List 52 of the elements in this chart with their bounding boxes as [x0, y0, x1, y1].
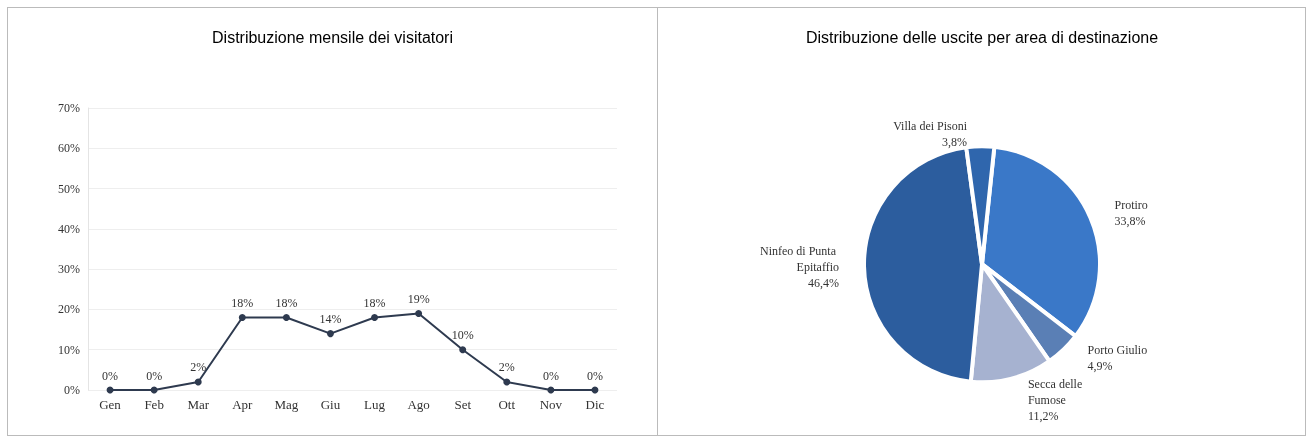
data-label: 2% [190, 360, 207, 375]
x-tick-label: Giu [320, 397, 341, 412]
point [194, 378, 202, 386]
data-label: 33,8% [1113, 213, 1145, 228]
point [459, 346, 467, 354]
data-label: 14% [319, 312, 342, 327]
slice-label: Villa dei Pisoni [892, 119, 968, 134]
x-tick-label: Gen [99, 397, 122, 412]
y-tick-label: 60% [58, 141, 80, 156]
x-tick-label: Apr [232, 397, 254, 412]
y-tick-label: 20% [58, 302, 80, 317]
y-tick-label: 70% [58, 101, 80, 115]
data-label: 0% [146, 368, 163, 383]
x-tick-label: Set [454, 397, 472, 412]
data-label: 4,9% [1087, 359, 1113, 374]
point [326, 330, 334, 338]
data-label: 10% [451, 328, 474, 343]
x-tick-label: Ott [498, 397, 516, 412]
slice-label: Protiro [1113, 197, 1148, 212]
x-tick-label: Nov [539, 397, 563, 412]
x-tick-label: Mag [274, 397, 299, 412]
y-tick-label: 0% [64, 383, 80, 397]
point [238, 313, 246, 321]
slice-label: Ninfeo di Punta Epitaffio [759, 243, 839, 274]
x-tick-label: Ago [407, 397, 430, 412]
data-label: 3,8% [941, 135, 967, 150]
x-tick-label: Mar [187, 397, 210, 412]
point [503, 378, 511, 386]
y-tick-label: 40% [58, 221, 80, 236]
data-label: 2% [498, 360, 515, 375]
chart-title: Distribuzione mensile dei visitatori [212, 28, 453, 46]
point [415, 309, 423, 317]
point [282, 313, 290, 321]
slice-label: Secca delle Fumose [1027, 377, 1085, 408]
data-label: 46,4% [807, 275, 839, 290]
x-tick-label: Feb [144, 397, 164, 412]
data-label: 0% [586, 368, 603, 383]
slice-label: Porto Giulio [1087, 343, 1147, 358]
data-label: 18% [363, 295, 386, 310]
data-label: 0% [102, 368, 119, 383]
data-label: 19% [407, 291, 430, 306]
y-tick-label: 30% [58, 262, 80, 277]
data-label: 0% [542, 368, 559, 383]
data-label: 11,2% [1027, 409, 1059, 424]
chart-title: Distribuzione delle uscite per area di destinazione [805, 28, 1158, 46]
y-tick-label: 10% [58, 342, 80, 357]
y-tick-label: 50% [58, 181, 80, 196]
x-tick-label: Dic [585, 397, 605, 412]
data-label: 18% [231, 295, 254, 310]
x-tick-label: Lug [364, 397, 386, 412]
data-label: 18% [275, 295, 298, 310]
point [371, 313, 379, 321]
